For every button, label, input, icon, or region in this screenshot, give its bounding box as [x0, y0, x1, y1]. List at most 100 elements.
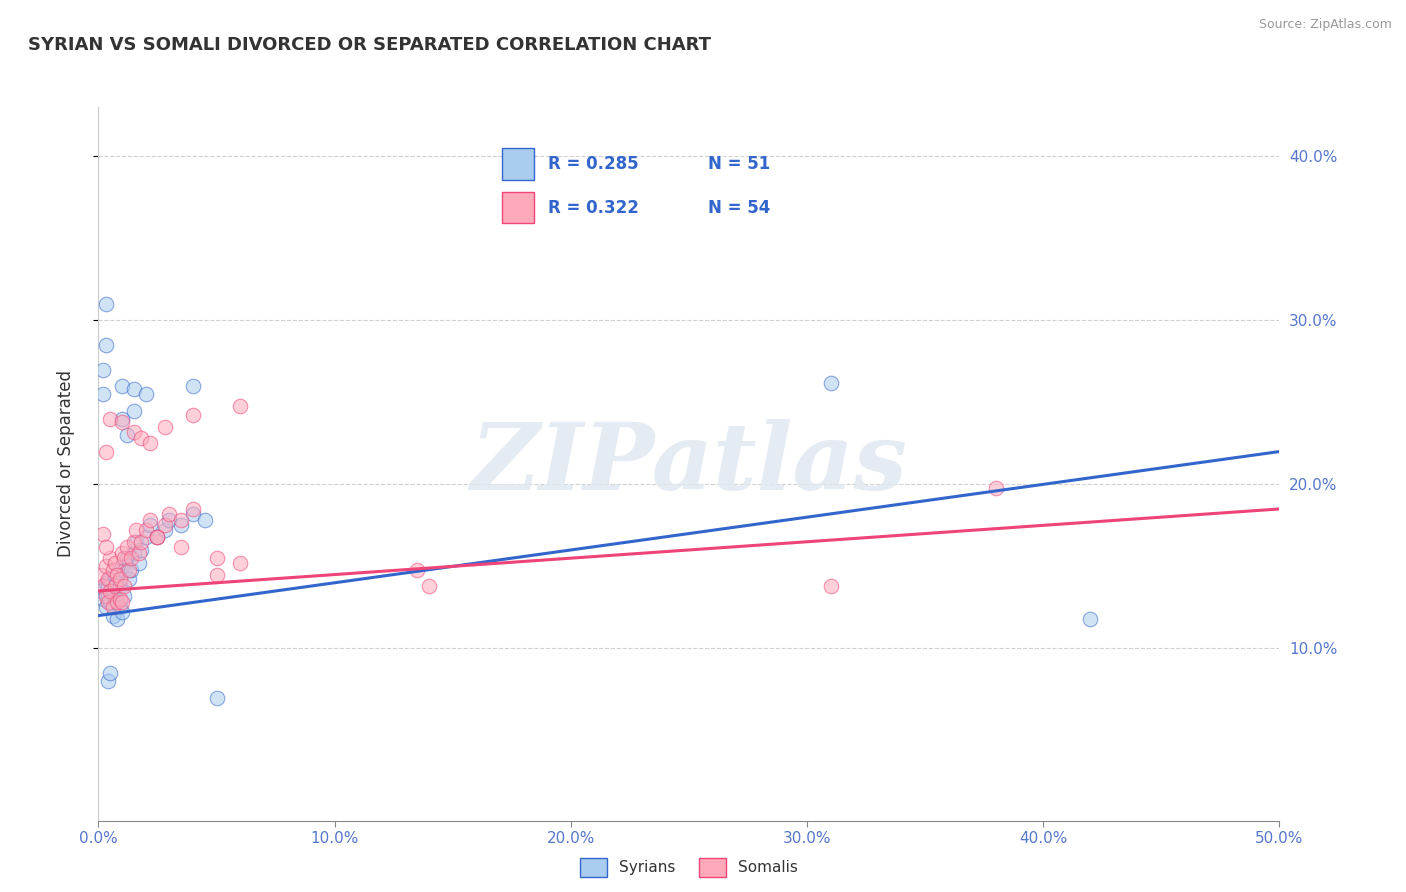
Point [122, 546, 145, 560]
Point [94, 575, 117, 590]
Point [105, 595, 128, 609]
Point [157, 507, 180, 521]
Point [104, 579, 127, 593]
Point [90, 567, 112, 582]
Point [115, 540, 138, 554]
Point [97, 589, 120, 603]
Point [104, 592, 127, 607]
Point [111, 595, 134, 609]
Point [105, 567, 128, 582]
Point [122, 403, 145, 417]
Point [115, 428, 138, 442]
Point [139, 518, 162, 533]
Point [98, 573, 121, 587]
Point [101, 608, 124, 623]
Text: ZIPatlas: ZIPatlas [471, 419, 907, 508]
Point [94, 559, 117, 574]
Point [129, 534, 152, 549]
Point [94, 589, 117, 603]
Point [91, 526, 114, 541]
Point [111, 605, 134, 619]
Point [122, 382, 145, 396]
Point [229, 556, 252, 570]
Point [122, 534, 145, 549]
Point [98, 584, 121, 599]
Point [111, 559, 134, 574]
Point [112, 551, 135, 566]
Point [129, 543, 152, 558]
Point [104, 556, 127, 570]
Point [135, 523, 157, 537]
Point [181, 409, 204, 423]
Point [115, 551, 138, 566]
Point [118, 563, 141, 577]
Point [125, 534, 148, 549]
Point [101, 600, 124, 615]
Point [94, 540, 117, 554]
Legend: Syrians, Somalis: Syrians, Somalis [572, 850, 806, 884]
Point [105, 612, 128, 626]
Point [153, 420, 176, 434]
Point [98, 595, 121, 609]
Point [97, 674, 120, 689]
Point [98, 665, 121, 680]
Point [111, 411, 134, 425]
Point [112, 589, 135, 603]
Point [90, 584, 112, 599]
Point [229, 399, 252, 413]
Point [128, 546, 150, 560]
Point [98, 551, 121, 566]
Point [111, 415, 134, 429]
Point [125, 523, 148, 537]
Point [94, 444, 117, 458]
Point [108, 573, 131, 587]
Point [139, 513, 162, 527]
Point [1080, 612, 1102, 626]
Point [94, 600, 117, 615]
Point [94, 297, 117, 311]
Point [820, 376, 842, 390]
Point [181, 379, 204, 393]
Point [105, 575, 128, 590]
Point [984, 481, 1007, 495]
Point [146, 530, 169, 544]
Point [122, 425, 145, 439]
Point [94, 338, 117, 352]
Point [153, 523, 176, 537]
Point [157, 513, 180, 527]
Point [91, 362, 114, 376]
Point [146, 530, 169, 544]
Point [104, 567, 127, 582]
Point [97, 573, 120, 587]
Point [205, 567, 228, 582]
Point [121, 563, 143, 577]
Point [139, 436, 162, 450]
Point [128, 556, 150, 570]
Point [181, 507, 204, 521]
Point [98, 411, 121, 425]
Point [418, 579, 440, 593]
Point [135, 530, 157, 544]
Point [820, 579, 842, 593]
Point [129, 431, 152, 445]
Point [91, 387, 114, 401]
Point [135, 387, 157, 401]
Point [108, 600, 131, 615]
Point [170, 513, 193, 527]
Point [97, 579, 120, 593]
Point [108, 579, 131, 593]
Point [205, 551, 228, 566]
Point [170, 518, 193, 533]
Point [406, 563, 429, 577]
Point [91, 592, 114, 607]
Text: Source: ZipAtlas.com: Source: ZipAtlas.com [1258, 18, 1392, 31]
Point [101, 563, 124, 577]
Point [170, 540, 193, 554]
Point [181, 502, 204, 516]
Point [111, 379, 134, 393]
Point [121, 551, 143, 566]
Text: SYRIAN VS SOMALI DIVORCED OR SEPARATED CORRELATION CHART: SYRIAN VS SOMALI DIVORCED OR SEPARATED C… [28, 36, 711, 54]
Point [118, 573, 141, 587]
Point [97, 595, 120, 609]
Y-axis label: Divorced or Separated: Divorced or Separated [56, 370, 75, 558]
